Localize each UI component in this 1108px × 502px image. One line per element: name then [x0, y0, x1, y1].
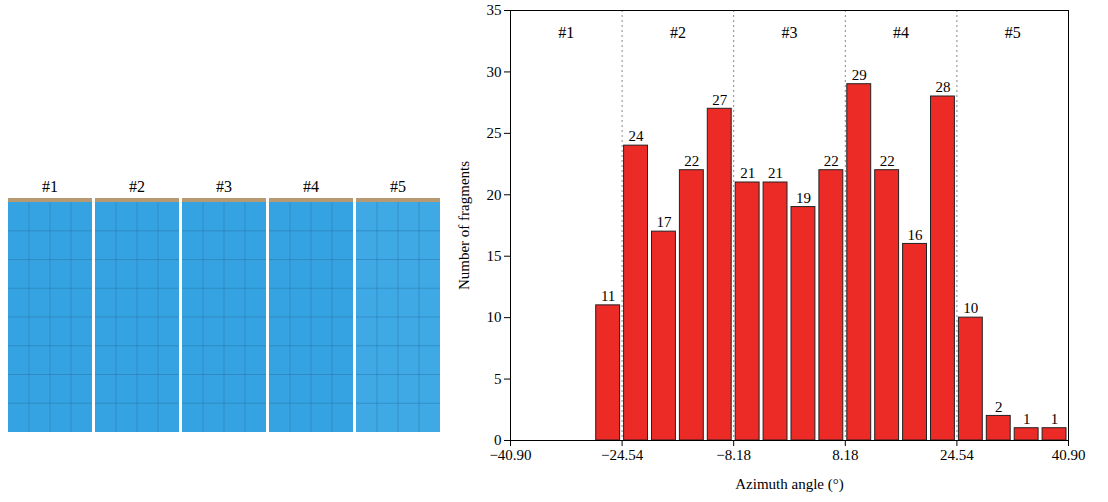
svg-text:−40.90: −40.90	[489, 447, 531, 463]
svg-text:#2: #2	[129, 178, 145, 195]
svg-text:#5: #5	[390, 178, 406, 195]
svg-text:30: 30	[487, 64, 502, 80]
svg-text:22: 22	[684, 153, 699, 169]
svg-text:#2: #2	[670, 24, 686, 41]
svg-text:2: 2	[995, 399, 1003, 415]
svg-text:−8.18: −8.18	[716, 447, 751, 463]
svg-text:1: 1	[1051, 411, 1059, 427]
svg-text:15: 15	[487, 248, 502, 264]
svg-text:40.90: 40.90	[1052, 447, 1086, 463]
svg-text:#1: #1	[558, 24, 574, 41]
svg-text:20: 20	[487, 187, 502, 203]
svg-text:Number of fragments: Number of fragments	[456, 161, 472, 290]
svg-text:0: 0	[494, 432, 502, 448]
svg-text:5: 5	[494, 371, 502, 387]
svg-text:21: 21	[768, 165, 783, 181]
svg-text:11: 11	[601, 288, 615, 304]
svg-text:Azimuth angle (°): Azimuth angle (°)	[735, 476, 843, 493]
svg-text:25: 25	[487, 125, 502, 141]
svg-text:#1: #1	[42, 178, 58, 195]
svg-text:10: 10	[487, 309, 502, 325]
svg-text:24: 24	[629, 128, 645, 144]
svg-text:22: 22	[824, 153, 839, 169]
svg-text:17: 17	[656, 214, 672, 230]
svg-text:#4: #4	[303, 178, 319, 195]
svg-text:16: 16	[908, 227, 924, 243]
svg-text:8.18: 8.18	[832, 447, 858, 463]
svg-text:#3: #3	[782, 24, 798, 41]
svg-text:29: 29	[852, 67, 867, 83]
svg-text:35: 35	[487, 2, 502, 18]
svg-text:24.54: 24.54	[940, 447, 974, 463]
svg-text:#5: #5	[1005, 24, 1021, 41]
svg-text:#4: #4	[893, 24, 909, 41]
svg-text:28: 28	[935, 79, 950, 95]
svg-text:27: 27	[712, 92, 728, 108]
svg-text:#3: #3	[216, 178, 232, 195]
svg-text:22: 22	[880, 153, 895, 169]
svg-text:21: 21	[740, 165, 755, 181]
svg-text:−24.54: −24.54	[601, 447, 644, 463]
svg-text:19: 19	[796, 190, 811, 206]
svg-text:1: 1	[1023, 411, 1031, 427]
svg-text:10: 10	[963, 300, 978, 316]
